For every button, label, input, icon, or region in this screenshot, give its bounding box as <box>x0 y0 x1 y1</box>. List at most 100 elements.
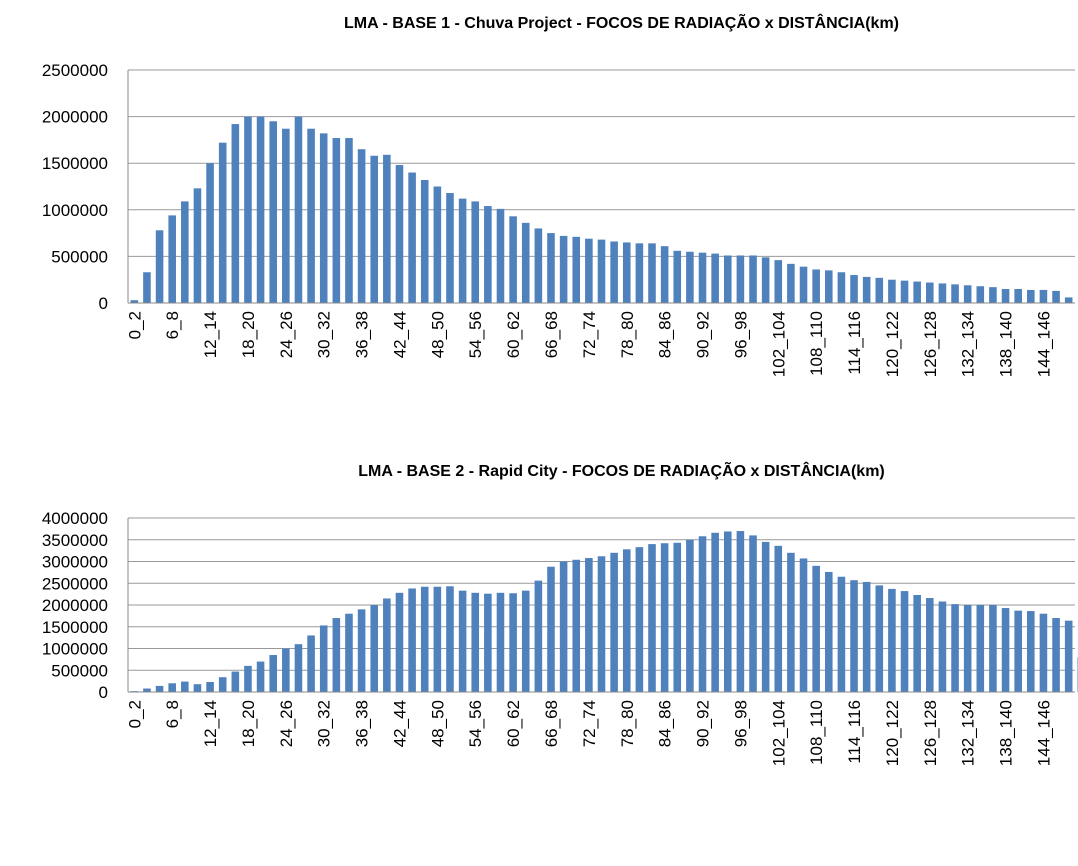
bar <box>484 206 492 303</box>
x-tick-label: 0_2 <box>125 700 144 728</box>
bar <box>964 285 972 303</box>
bar <box>661 246 669 303</box>
bar <box>673 251 681 303</box>
bar <box>585 239 593 303</box>
x-tick-label: 36_38 <box>353 311 372 358</box>
x-tick-label: 78_80 <box>618 311 637 358</box>
bar <box>547 567 555 692</box>
bar <box>951 604 959 692</box>
bar <box>143 689 151 692</box>
x-tick-label: 138_140 <box>997 311 1016 377</box>
bar <box>711 254 719 303</box>
bar <box>434 587 442 692</box>
bar <box>535 581 543 692</box>
bar <box>358 149 366 303</box>
bar <box>333 138 341 303</box>
bar <box>787 264 795 303</box>
bar <box>598 240 606 303</box>
bar <box>244 117 252 303</box>
bar <box>143 272 151 303</box>
x-tick-label: 24_26 <box>277 311 296 358</box>
bar <box>749 535 757 692</box>
y-tick-label: 0 <box>99 683 108 702</box>
bar <box>724 255 732 303</box>
bar <box>257 662 265 692</box>
bar <box>181 201 189 303</box>
x-tick-label: 90_92 <box>694 311 713 358</box>
bar <box>977 605 985 692</box>
y-tick-label: 2000000 <box>42 596 108 615</box>
bar <box>509 216 517 303</box>
bar <box>219 143 227 303</box>
bar <box>320 133 328 303</box>
x-tick-label: 108_110 <box>807 311 826 376</box>
bar <box>951 284 959 303</box>
bar <box>471 201 479 303</box>
y-tick-label: 2500000 <box>42 574 108 593</box>
bar <box>977 286 985 303</box>
bar <box>888 589 896 692</box>
x-tick-label: 126_128 <box>921 311 940 377</box>
y-tick-label: 2000000 <box>42 108 108 127</box>
bar <box>1040 290 1048 303</box>
bar <box>572 560 580 692</box>
bar <box>408 588 416 692</box>
bar <box>913 282 921 303</box>
bar <box>572 237 580 303</box>
x-tick-label: 66_68 <box>542 311 561 358</box>
bar <box>497 209 505 303</box>
bar <box>661 543 669 692</box>
bar <box>168 683 176 692</box>
bar <box>320 625 328 692</box>
bar <box>421 180 429 303</box>
bar <box>396 165 404 303</box>
bar <box>509 593 517 692</box>
bar <box>459 591 467 692</box>
bar <box>850 580 858 692</box>
bar <box>358 609 366 692</box>
y-tick-label: 1500000 <box>42 154 108 173</box>
x-tick-label: 72_74 <box>580 700 599 747</box>
bar <box>863 582 871 692</box>
bar <box>636 243 644 303</box>
y-tick-label: 1500000 <box>42 618 108 637</box>
bar <box>1002 608 1010 692</box>
x-tick-label: 120_122 <box>883 700 902 766</box>
bar <box>939 283 947 303</box>
y-tick-label: 1000000 <box>42 640 108 659</box>
x-tick-label: 12_14 <box>201 311 220 358</box>
bar <box>989 287 997 303</box>
bar <box>194 188 202 303</box>
bar <box>522 223 530 303</box>
bar <box>307 129 315 303</box>
chart-title: LMA - BASE 2 - Rapid City - FOCOS DE RAD… <box>358 460 885 480</box>
bar <box>459 199 467 303</box>
x-tick-label: 72_74 <box>580 311 599 358</box>
bar <box>522 591 530 692</box>
bar <box>800 267 808 303</box>
bar <box>206 682 214 692</box>
bar <box>648 243 656 303</box>
x-tick-label: 6_8 <box>163 700 182 728</box>
bar <box>762 542 770 692</box>
bar <box>737 255 745 303</box>
x-tick-label: 30_32 <box>315 311 334 358</box>
bar <box>295 644 303 692</box>
bar <box>749 255 757 303</box>
bar <box>244 666 252 692</box>
x-tick-label: 96_98 <box>731 700 750 747</box>
bar <box>560 236 568 303</box>
x-tick-label: 30_32 <box>315 700 334 747</box>
bar <box>1027 611 1035 692</box>
bar <box>636 547 644 692</box>
x-tick-label: 60_62 <box>504 700 523 747</box>
bar <box>383 598 391 692</box>
bar <box>257 117 265 303</box>
x-tick-label: 48_50 <box>428 700 447 747</box>
bar <box>156 230 164 303</box>
bar <box>939 602 947 692</box>
bar <box>926 282 934 303</box>
bar <box>699 536 707 692</box>
x-tick-label: 78_80 <box>618 700 637 747</box>
bar <box>610 241 618 303</box>
